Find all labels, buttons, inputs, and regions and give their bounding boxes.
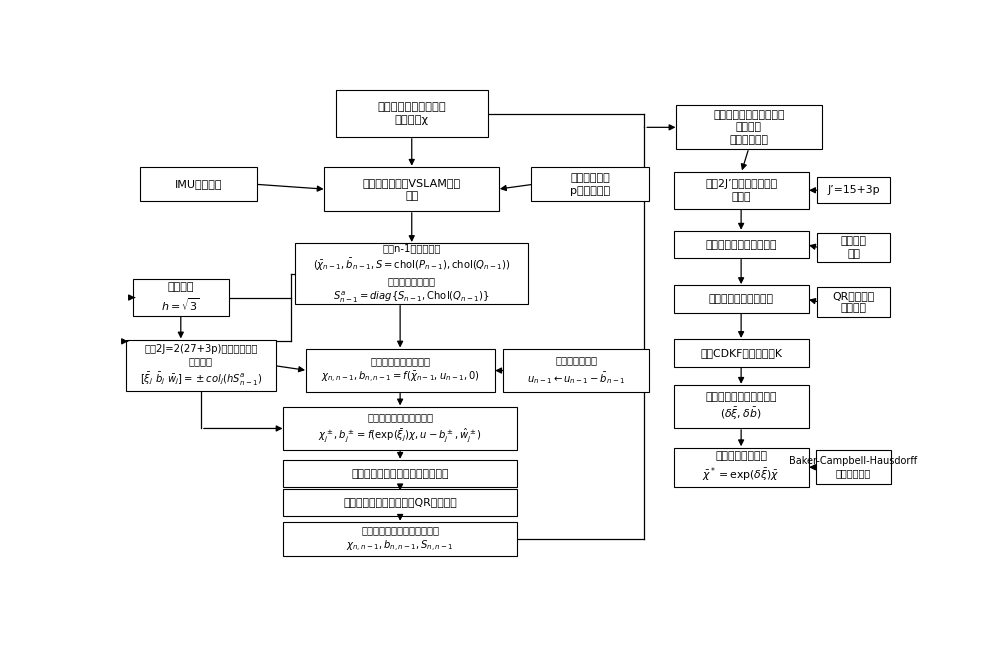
Text: 计算观测采样点更新操作: 计算观测采样点更新操作 bbox=[705, 239, 777, 250]
Text: 系统状态变量采样点预测
$\chi^\pm_j, b^\pm_j = f(\exp(\bar{\xi}_j)\chi, u-b^\pm_j, \hat{w}^\: 系统状态变量采样点预测 $\chi^\pm_j, b^\pm_j = f(\ex… bbox=[318, 413, 482, 445]
FancyBboxPatch shape bbox=[283, 460, 517, 487]
Text: 获得系统状态变量修正项
$(\delta\bar{\xi}, \delta\bar{b})$: 获得系统状态变量修正项 $(\delta\bar{\xi}, \delta\ba… bbox=[705, 392, 777, 422]
Text: 预测更新后的方差矩阵的QR分解操作: 预测更新后的方差矩阵的QR分解操作 bbox=[343, 498, 457, 508]
Text: Baker-Campbell-Hausdorff
公式一阶近似: Baker-Campbell-Hausdorff 公式一阶近似 bbox=[789, 456, 918, 479]
FancyBboxPatch shape bbox=[817, 233, 890, 262]
Text: 计算状态变量预测均值
$\chi_{n,n-1}, b_{n,n-1}=f(\bar{\chi}_{n-1}, u_{n-1}, 0)$: 计算状态变量预测均值 $\chi_{n,n-1}, b_{n,n-1}=f(\b… bbox=[321, 356, 480, 385]
FancyBboxPatch shape bbox=[295, 243, 528, 304]
Text: 插值步长
$h = \sqrt{3}$: 插值步长 $h = \sqrt{3}$ bbox=[161, 282, 200, 313]
FancyBboxPatch shape bbox=[503, 349, 649, 392]
Text: 获得系统状态变量的预测数据
$\chi_{n,n-1}, b_{n,n-1}, S_{n,n-1}$: 获得系统状态变量的预测数据 $\chi_{n,n-1}, b_{n,n-1}, … bbox=[346, 525, 454, 553]
Text: QR分解计算
方差矩阵: QR分解计算 方差矩阵 bbox=[832, 290, 875, 313]
FancyBboxPatch shape bbox=[674, 171, 809, 209]
Text: IMU物理模型: IMU物理模型 bbox=[175, 179, 222, 189]
FancyBboxPatch shape bbox=[674, 447, 809, 487]
FancyBboxPatch shape bbox=[816, 450, 891, 485]
FancyBboxPatch shape bbox=[306, 349, 495, 392]
Text: 对数计算李群矩阵向量的误差变量: 对数计算李群矩阵向量的误差变量 bbox=[351, 469, 449, 479]
Text: 设计李群理论空间中的
矩阵变量χ: 设计李群理论空间中的 矩阵变量χ bbox=[377, 102, 446, 125]
FancyBboxPatch shape bbox=[283, 489, 517, 516]
Text: 更新系统状态变量
$\bar{\chi}^* = \exp(\delta\bar{\xi})\bar{\chi}$: 更新系统状态变量 $\bar{\chi}^* = \exp(\delta\bar… bbox=[702, 451, 780, 484]
Text: 计算2J’个观测采样点及
其权值: 计算2J’个观测采样点及 其权值 bbox=[705, 179, 777, 201]
FancyBboxPatch shape bbox=[531, 167, 649, 201]
FancyBboxPatch shape bbox=[133, 279, 229, 316]
Text: 李群右乘
计算: 李群右乘 计算 bbox=[840, 236, 866, 259]
FancyBboxPatch shape bbox=[126, 340, 276, 391]
FancyBboxPatch shape bbox=[283, 522, 517, 557]
FancyBboxPatch shape bbox=[817, 288, 890, 317]
FancyBboxPatch shape bbox=[283, 407, 517, 450]
FancyBboxPatch shape bbox=[817, 177, 890, 203]
FancyBboxPatch shape bbox=[674, 231, 809, 258]
Text: 计算无偏输入量
$u_{n-1} \leftarrow u_{n-1} - \bar{b}_{n-1}$: 计算无偏输入量 $u_{n-1} \leftarrow u_{n-1} - \b… bbox=[527, 356, 625, 386]
Text: 假设n-1时刻的数据
$( \bar{\chi}_{n-1}, \bar{b}_{n-1}, S=\mathrm{chol}(P_{n-1}),\mathrm{: 假设n-1时刻的数据 $( \bar{\chi}_{n-1}, \bar{b}_… bbox=[313, 243, 511, 305]
Text: 确定2J=2(27+3p)个采样点及其
权值系数
$[\bar{\xi}_j\ \bar{b}_j\ \bar{w}_j] = \pm col_j(hS^a_{: 确定2J=2(27+3p)个采样点及其 权值系数 $[\bar{\xi}_j\ … bbox=[140, 343, 262, 387]
FancyBboxPatch shape bbox=[674, 339, 809, 366]
FancyBboxPatch shape bbox=[324, 167, 499, 211]
FancyBboxPatch shape bbox=[140, 167, 257, 201]
FancyBboxPatch shape bbox=[674, 385, 809, 428]
FancyBboxPatch shape bbox=[674, 285, 809, 313]
FancyBboxPatch shape bbox=[336, 90, 488, 137]
Text: 自主移动机器人VSLAM运动
模型: 自主移动机器人VSLAM运动 模型 bbox=[363, 178, 461, 201]
Text: J’=15+3p: J’=15+3p bbox=[827, 185, 880, 196]
FancyBboxPatch shape bbox=[676, 105, 822, 150]
Text: 相机观测模型
p个固定路标: 相机观测模型 p个固定路标 bbox=[570, 173, 610, 196]
Text: 计算观测均值及其方差: 计算观测均值及其方差 bbox=[709, 294, 774, 304]
Text: 李群空间的观测变量预测
均值计算
观测方差扩展: 李群空间的观测变量预测 均值计算 观测方差扩展 bbox=[713, 109, 785, 145]
Text: 计算CDKF滤波器增益K: 计算CDKF滤波器增益K bbox=[700, 348, 782, 358]
